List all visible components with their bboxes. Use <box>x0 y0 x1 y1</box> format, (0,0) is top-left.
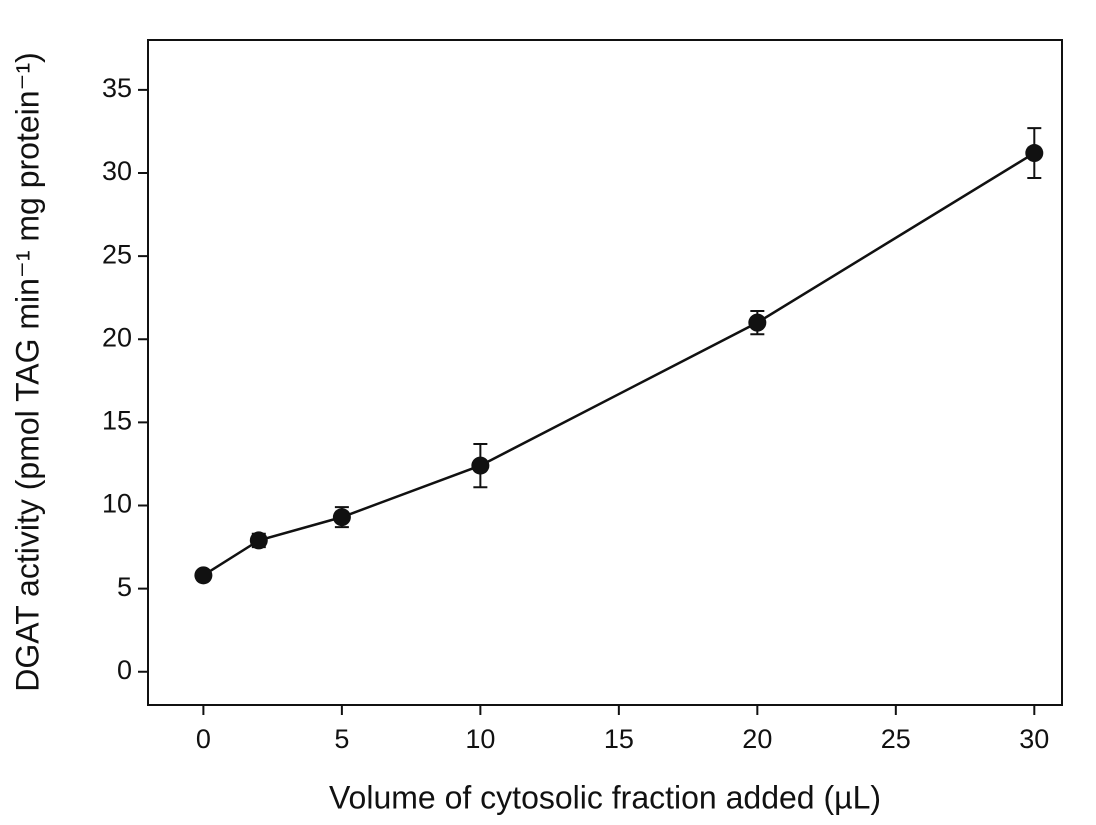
data-point <box>1025 144 1044 163</box>
y-tick-label: 30 <box>102 156 132 186</box>
x-tick-label: 0 <box>196 724 211 754</box>
x-axis-label: Volume of cytosolic fraction added (µL) <box>329 779 881 815</box>
x-tick-label: 5 <box>334 724 349 754</box>
y-tick-label: 0 <box>117 655 132 685</box>
y-axis-label: DGAT activity (pmol TAG min⁻¹ mg protein… <box>9 52 45 692</box>
x-tick-label: 30 <box>1019 724 1049 754</box>
data-point <box>249 531 268 550</box>
data-point <box>194 566 213 585</box>
y-tick-label: 25 <box>102 239 132 269</box>
x-tick-label: 10 <box>465 724 495 754</box>
y-tick-label: 5 <box>117 572 132 602</box>
y-tick-label: 10 <box>102 489 132 519</box>
x-tick-label: 15 <box>604 724 634 754</box>
plot-frame <box>147 39 1063 706</box>
x-tick-label: 20 <box>742 724 772 754</box>
data-line <box>202 151 1035 577</box>
x-tick-label: 25 <box>881 724 911 754</box>
data-point <box>748 313 767 332</box>
y-tick-label: 35 <box>102 73 132 103</box>
y-tick-label: 15 <box>102 406 132 436</box>
data-point <box>471 456 490 475</box>
y-tick-label: 20 <box>102 322 132 352</box>
data-point <box>332 508 351 527</box>
